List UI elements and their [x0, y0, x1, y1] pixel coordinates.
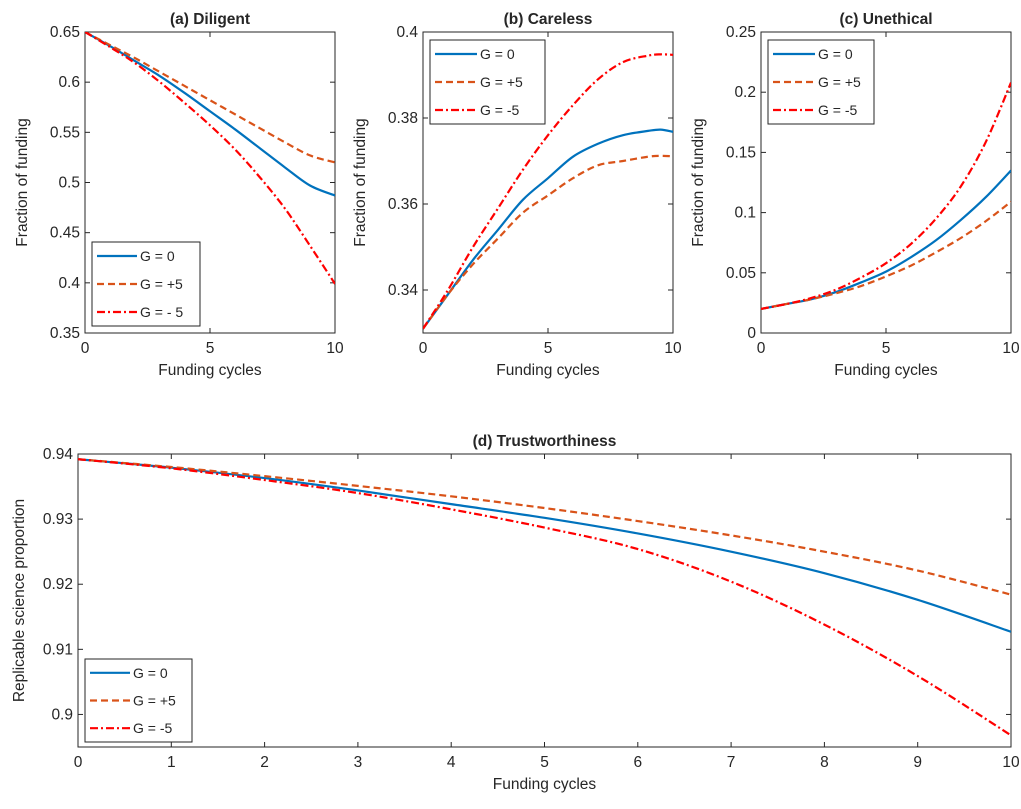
y-tick-label: 0.94	[43, 446, 74, 463]
y-axis-label: Fraction of funding	[690, 118, 707, 246]
y-axis-label: Fraction of funding	[14, 118, 31, 246]
x-tick-label: 10	[1002, 754, 1020, 771]
series-line-g-5	[78, 458, 1011, 596]
series-line-g-0	[78, 458, 1011, 633]
x-tick-label: 0	[81, 340, 90, 357]
x-tick-label: 10	[1002, 340, 1020, 357]
series-line-g-5	[85, 32, 335, 285]
x-tick-label: 0	[419, 340, 428, 357]
chart-panel-2: (b) Careless 0 5 10 0.34 0.36 0.38 0.4 Funding c…	[352, 11, 682, 379]
x-tick-label: 5	[882, 340, 891, 357]
y-tick-label: 0.38	[388, 110, 418, 127]
legend-label-g-0: G = 0	[133, 665, 168, 681]
y-tick-label: 0.25	[726, 24, 756, 41]
x-axis-label: Funding cycles	[834, 362, 938, 379]
legend-label-g-5: G = +5	[140, 276, 183, 292]
x-tick-label: 6	[633, 754, 642, 771]
x-tick-label: 5	[544, 340, 553, 357]
x-tick-label: 4	[447, 754, 456, 771]
x-tick-label: 8	[820, 754, 829, 771]
x-tick-label: 10	[664, 340, 682, 357]
x-tick-label: 10	[326, 340, 344, 357]
series-line-g-0	[423, 128, 673, 330]
y-tick-label: 0.2	[734, 84, 756, 101]
series-line-g-5	[761, 200, 1011, 311]
legend-label-g-0: G = 0	[480, 46, 515, 62]
plot-area	[77, 453, 1012, 748]
y-tick-label: 0.93	[43, 511, 73, 528]
y-tick-label: 0.05	[726, 265, 756, 282]
y-tick-label: 0.92	[43, 576, 73, 593]
x-tick-label: 7	[727, 754, 736, 771]
x-axis-label: Funding cycles	[493, 776, 597, 793]
chart-title: (d) Trustworthiness	[473, 433, 617, 450]
y-tick-label: 0	[747, 325, 756, 342]
series-line-g-5	[423, 154, 673, 330]
chart-panel-3: (c) Unethical 0 5 10 0 0.05 0.1 0.15 0.2 0.25 Fund…	[690, 11, 1020, 379]
series-line-g-5	[423, 53, 673, 330]
y-tick-label: 0.35	[50, 325, 80, 342]
legend-label-g-0: G = 0	[818, 46, 853, 62]
legend-label-g-5: G = -5	[480, 102, 520, 118]
legend-label-g-5: G = -5	[818, 102, 858, 118]
y-axis-label: Fraction of funding	[352, 118, 369, 246]
x-tick-label: 0	[74, 754, 83, 771]
legend-label-g-5: G = -5	[133, 720, 173, 736]
chart-panel-4: (d) Trustworthiness 0 1 2 3 4 5 6 7 8 9 10 0.9 0.91 0.…	[11, 433, 1020, 793]
x-tick-label: 3	[354, 754, 363, 771]
legend-label-g-5: G = +5	[133, 693, 176, 709]
chart-title: (a) Diligent	[170, 11, 250, 28]
x-tick-label: 9	[913, 754, 922, 771]
legend-label-g-5: G = +5	[480, 74, 523, 90]
legend: G = 0 G = +5 G = -5	[767, 39, 875, 125]
y-tick-label: 0.65	[50, 24, 80, 41]
chart-panel-1: (a) Diligent 0 5 10 0.35 0.4 0.45 0.5 0.55 0.6 0.6…	[14, 11, 344, 379]
x-tick-label: 5	[206, 340, 215, 357]
x-tick-label: 2	[260, 754, 269, 771]
legend-label-g-0: G = 0	[140, 248, 175, 264]
chart-title: (b) Careless	[504, 11, 593, 28]
x-axis-label: Funding cycles	[158, 362, 262, 379]
x-tick-label: 0	[757, 340, 766, 357]
y-tick-label: 0.9	[51, 706, 73, 723]
y-tick-label: 0.91	[43, 641, 73, 658]
y-tick-label: 0.6	[58, 74, 80, 91]
x-tick-label: 5	[540, 754, 549, 771]
legend-label-g-5: G = +5	[818, 74, 861, 90]
series-line-g-5	[85, 32, 335, 164]
y-tick-label: 0.55	[50, 124, 80, 141]
legend: G = 0 G = +5 G = -5	[84, 658, 193, 743]
x-axis-label: Funding cycles	[496, 362, 600, 379]
chart-title: (c) Unethical	[839, 11, 932, 28]
y-tick-label: 0.36	[388, 196, 418, 213]
y-tick-label: 0.4	[396, 24, 418, 41]
y-tick-label: 0.45	[50, 225, 80, 242]
legend: G = 0 G = +5 G = -5	[429, 39, 546, 125]
legend: G = 0 G = +5 G = - 5	[91, 241, 201, 327]
y-tick-label: 0.5	[58, 175, 80, 192]
y-tick-label: 0.34	[388, 282, 419, 299]
series-line-g-0	[85, 32, 335, 197]
legend-label-g-5: G = - 5	[140, 304, 183, 320]
series-line-g-5	[78, 458, 1011, 737]
y-tick-label: 0.4	[58, 275, 80, 292]
y-axis-label: Replicable science proportion	[11, 499, 28, 702]
x-tick-label: 1	[167, 754, 176, 771]
y-tick-label: 0.1	[734, 205, 756, 222]
series-line-g-5	[761, 82, 1011, 311]
y-tick-label: 0.15	[726, 144, 756, 161]
